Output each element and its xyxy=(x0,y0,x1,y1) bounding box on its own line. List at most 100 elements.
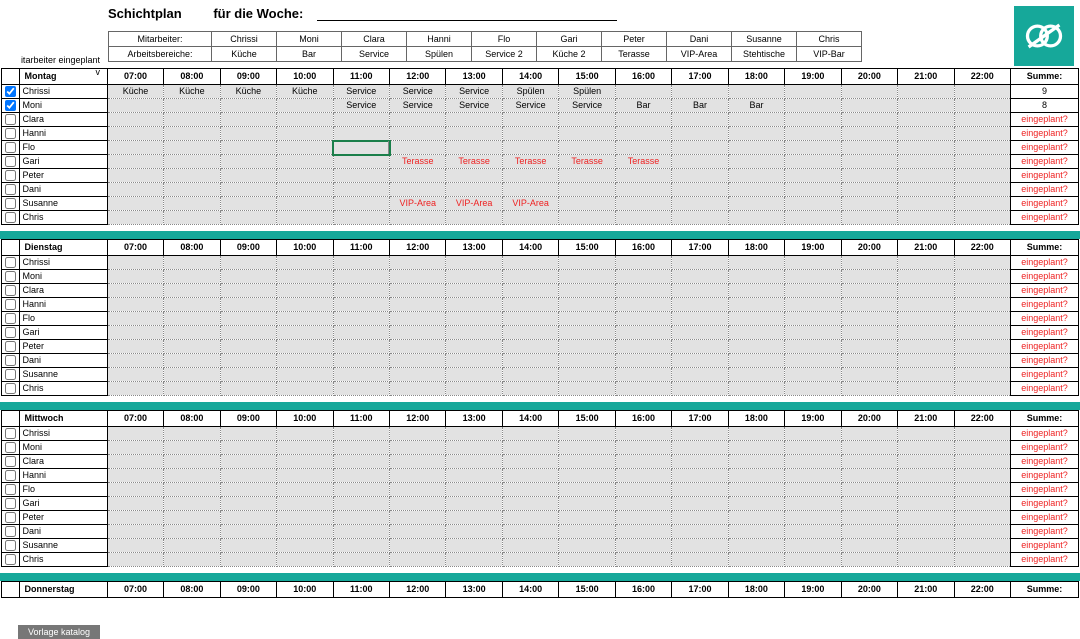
schedule-cell[interactable] xyxy=(446,127,502,141)
schedule-cell[interactable] xyxy=(107,382,163,396)
schedule-cell[interactable] xyxy=(220,441,276,455)
schedule-cell[interactable] xyxy=(615,441,671,455)
schedule-cell[interactable] xyxy=(446,441,502,455)
schedule-cell[interactable] xyxy=(164,427,220,441)
schedule-cell[interactable] xyxy=(728,256,784,270)
schedule-cell[interactable] xyxy=(164,183,220,197)
schedule-cell[interactable] xyxy=(446,539,502,553)
schedule-cell[interactable] xyxy=(277,284,333,298)
schedule-cell[interactable] xyxy=(333,284,389,298)
schedule-cell[interactable]: Service xyxy=(446,85,502,99)
schedule-cell[interactable] xyxy=(502,270,558,284)
schedule-cell[interactable] xyxy=(446,497,502,511)
schedule-cell[interactable] xyxy=(954,141,1010,155)
schedule-cell[interactable] xyxy=(502,441,558,455)
schedule-cell[interactable] xyxy=(559,141,615,155)
schedule-cell[interactable] xyxy=(559,127,615,141)
schedule-cell[interactable] xyxy=(164,340,220,354)
schedule-cell[interactable]: Spülen xyxy=(559,85,615,99)
schedule-cell[interactable] xyxy=(841,441,897,455)
schedule-cell[interactable] xyxy=(164,298,220,312)
schedule-cell[interactable] xyxy=(785,211,841,225)
schedule-cell[interactable] xyxy=(277,469,333,483)
schedule-cell[interactable] xyxy=(390,368,446,382)
schedule-cell[interactable] xyxy=(164,99,220,113)
schedule-cell[interactable]: Service xyxy=(502,99,558,113)
schedule-cell[interactable]: Service xyxy=(333,99,389,113)
schedule-cell[interactable] xyxy=(277,525,333,539)
schedule-cell[interactable] xyxy=(446,455,502,469)
schedule-cell[interactable] xyxy=(277,197,333,211)
schedule-cell[interactable] xyxy=(107,497,163,511)
schedule-cell[interactable] xyxy=(333,455,389,469)
schedule-cell[interactable] xyxy=(841,155,897,169)
schedule-cell[interactable] xyxy=(277,183,333,197)
schedule-cell[interactable] xyxy=(672,368,728,382)
schedule-cell[interactable] xyxy=(898,382,954,396)
schedule-cell[interactable]: Terasse xyxy=(446,155,502,169)
schedule-cell[interactable] xyxy=(954,340,1010,354)
schedule-cell[interactable] xyxy=(446,382,502,396)
schedule-cell[interactable]: Service xyxy=(446,99,502,113)
schedule-cell[interactable] xyxy=(333,354,389,368)
schedule-cell[interactable] xyxy=(107,183,163,197)
schedule-cell[interactable] xyxy=(164,197,220,211)
schedule-cell[interactable] xyxy=(333,211,389,225)
schedule-cell[interactable] xyxy=(446,183,502,197)
schedule-cell[interactable] xyxy=(559,169,615,183)
schedule-cell[interactable] xyxy=(277,127,333,141)
row-checkbox[interactable] xyxy=(5,355,16,366)
schedule-cell[interactable]: Service xyxy=(333,85,389,99)
schedule-cell[interactable] xyxy=(841,553,897,567)
schedule-cell[interactable] xyxy=(333,497,389,511)
schedule-cell[interactable] xyxy=(107,455,163,469)
schedule-cell[interactable] xyxy=(446,483,502,497)
schedule-cell[interactable] xyxy=(164,113,220,127)
schedule-cell[interactable] xyxy=(841,169,897,183)
schedule-cell[interactable] xyxy=(615,169,671,183)
schedule-cell[interactable] xyxy=(164,511,220,525)
schedule-cell[interactable] xyxy=(898,141,954,155)
schedule-cell[interactable] xyxy=(220,211,276,225)
schedule-cell[interactable] xyxy=(898,427,954,441)
schedule-cell[interactable] xyxy=(785,113,841,127)
schedule-cell[interactable] xyxy=(841,270,897,284)
schedule-cell[interactable] xyxy=(390,354,446,368)
schedule-cell[interactable] xyxy=(672,127,728,141)
row-checkbox[interactable] xyxy=(5,142,16,153)
schedule-cell[interactable] xyxy=(898,368,954,382)
schedule-cell[interactable] xyxy=(390,455,446,469)
schedule-cell[interactable] xyxy=(559,455,615,469)
schedule-cell[interactable] xyxy=(672,113,728,127)
schedule-cell[interactable] xyxy=(333,312,389,326)
schedule-cell[interactable] xyxy=(785,340,841,354)
schedule-cell[interactable] xyxy=(785,298,841,312)
schedule-cell[interactable] xyxy=(107,127,163,141)
row-checkbox[interactable] xyxy=(5,285,16,296)
schedule-cell[interactable]: Küche xyxy=(277,85,333,99)
schedule-cell[interactable] xyxy=(502,127,558,141)
schedule-cell[interactable] xyxy=(672,155,728,169)
schedule-cell[interactable] xyxy=(785,525,841,539)
schedule-cell[interactable] xyxy=(785,141,841,155)
schedule-cell[interactable] xyxy=(333,469,389,483)
schedule-cell[interactable] xyxy=(728,270,784,284)
schedule-cell[interactable] xyxy=(615,197,671,211)
schedule-cell[interactable] xyxy=(615,382,671,396)
schedule-cell[interactable] xyxy=(390,183,446,197)
schedule-cell[interactable] xyxy=(220,141,276,155)
schedule-cell[interactable] xyxy=(898,298,954,312)
schedule-cell[interactable] xyxy=(220,382,276,396)
schedule-cell[interactable] xyxy=(502,141,558,155)
schedule-cell[interactable] xyxy=(785,284,841,298)
schedule-cell[interactable] xyxy=(559,284,615,298)
schedule-cell[interactable] xyxy=(898,284,954,298)
schedule-cell[interactable] xyxy=(277,113,333,127)
schedule-cell[interactable] xyxy=(615,340,671,354)
schedule-cell[interactable]: VIP-Area xyxy=(390,197,446,211)
schedule-cell[interactable] xyxy=(164,368,220,382)
schedule-cell[interactable] xyxy=(954,427,1010,441)
schedule-cell[interactable] xyxy=(446,256,502,270)
schedule-cell[interactable] xyxy=(559,326,615,340)
schedule-cell[interactable] xyxy=(672,539,728,553)
